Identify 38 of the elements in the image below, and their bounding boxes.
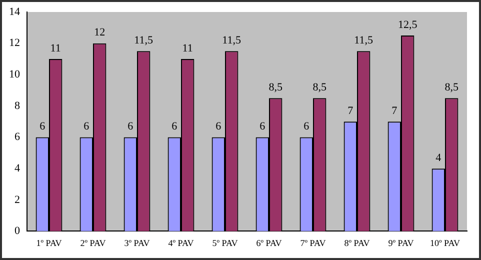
- y-tick-label: 6: [14, 131, 20, 144]
- data-label: 11,5: [354, 34, 374, 47]
- y-tick-label: 4: [14, 162, 20, 174]
- x-tick-label: 6º PAV: [256, 238, 282, 248]
- data-label: 11: [50, 42, 61, 54]
- y-tick-label: 12: [9, 37, 20, 50]
- x-tick-label: 1º PAV: [36, 238, 62, 248]
- data-label: 6: [84, 120, 90, 133]
- data-label: 8,5: [312, 82, 327, 94]
- data-label: 7: [348, 104, 354, 117]
- data-label: 6: [128, 120, 134, 133]
- data-label: 6: [216, 120, 222, 133]
- x-tick-label: 8º PAV: [344, 238, 370, 248]
- x-tick-label: 7º PAV: [300, 238, 326, 248]
- data-label: 8,5: [268, 82, 283, 94]
- y-tick-label: 8: [14, 100, 20, 112]
- data-label: 11,5: [222, 34, 242, 47]
- x-tick-label: 10º PAV: [430, 238, 461, 248]
- data-label: 11,5: [134, 34, 154, 47]
- x-tick-label: 2º PAV: [80, 238, 106, 248]
- data-label: 12: [94, 26, 106, 39]
- data-label: 7: [392, 104, 398, 117]
- x-tick-label: 5º PAV: [212, 238, 238, 248]
- data-label: 8,5: [444, 82, 459, 94]
- x-tick-label: 9º PAV: [388, 238, 414, 248]
- y-tick-label: 2: [14, 194, 20, 206]
- y-tick-label: 0: [14, 225, 20, 238]
- data-label: 6: [172, 120, 178, 133]
- data-label: 11: [182, 42, 193, 54]
- data-label: 6: [260, 120, 266, 133]
- x-tick-label: 3º PAV: [124, 238, 150, 248]
- y-tick-label: 14: [9, 6, 20, 18]
- data-label: 6: [304, 120, 310, 133]
- data-label: 4: [436, 152, 442, 164]
- data-label: 6: [40, 120, 46, 133]
- y-tick-label: 10: [9, 68, 20, 81]
- x-tick-label: 4º PAV: [168, 238, 194, 248]
- data-label: 12,5: [398, 18, 418, 31]
